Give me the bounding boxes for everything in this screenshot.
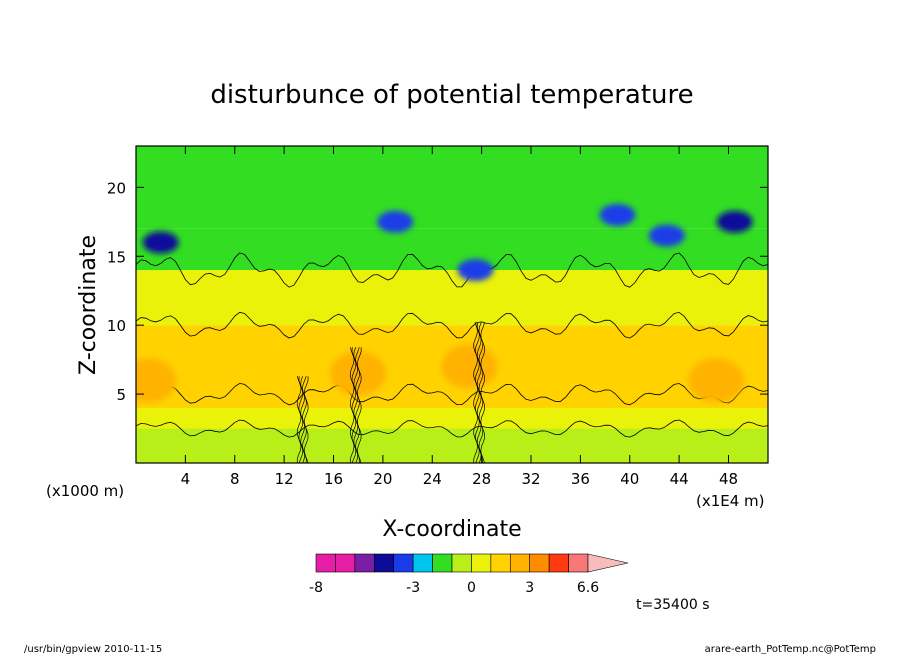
y-tick-label: 20 [107,179,126,197]
footer-left: /usr/bin/gpview 2010-11-15 [24,644,162,654]
contour-upper [136,311,768,463]
plot-area [136,146,768,463]
colorbar-swatch [432,553,453,573]
contour-low [136,419,768,463]
chart-title: disturbunce of potential temperature [210,80,693,110]
field-layer-3 [136,270,768,326]
x-tick-label: 4 [181,470,191,488]
x-tick-label: 24 [423,470,442,488]
warm-core-2 [688,358,745,403]
x-unit-left: (x1000 m) [46,482,124,500]
warm-core-0 [441,344,498,389]
cold-core-0 [142,231,179,254]
x-tick-label: 12 [275,470,294,488]
cold-core-5 [648,224,685,247]
cold-core-1 [377,210,414,233]
y-axis: 5 10 15 20 [107,179,768,404]
x-tick-label: 44 [670,470,689,488]
colorbar-swatch [373,553,395,573]
contour-mid [136,382,768,463]
colorbar-extension [587,553,629,573]
x-tick-label: 36 [571,470,590,488]
colorbar-swatch [568,553,589,573]
colorbar-swatch [451,553,472,573]
warm-core-1 [330,351,387,396]
colorbar-swatch [393,553,414,573]
cold-core-3 [599,203,636,226]
field-layer-5 [136,146,768,229]
convective-tower-2 [473,322,485,463]
convective-tower-0 [296,376,309,463]
x-tick-label: 28 [472,470,491,488]
y-tick-label: 15 [107,248,126,266]
colorbar-swatch [354,553,375,573]
cold-core-4 [716,210,753,233]
x-axis-title: X-coordinate [382,517,521,542]
x-axis: 4 8 12 16 20 24 28 32 36 40 44 48 [181,146,738,488]
colorbar-swatch [412,553,433,573]
colorbar-label: 3 [525,580,534,596]
colorbar-label: 6.6 [577,580,599,596]
cold-core-2 [457,259,494,282]
x-tick-label: 8 [230,470,240,488]
colorbar-label: -8 [309,580,323,596]
colorbar-label: -3 [406,580,420,596]
footer-right: arare-earth_PotTemp.nc@PotTemp [705,644,876,654]
colorbar-swatch [335,553,356,573]
colorbar-label: 0 [467,580,476,596]
x-tick-label: 16 [324,470,343,488]
x-tick-label: 48 [719,470,738,488]
convective-tower-1 [349,347,362,463]
colorbar-swatch [548,553,569,573]
colorbar-swatch [529,553,550,573]
contour-tropopause [136,252,768,463]
y-tick-label: 10 [107,317,126,335]
colorbar-swatch [315,553,336,573]
warm-core-3 [136,358,177,403]
x-unit-right: (x1E4 m) [696,492,765,510]
y-axis-title: Z-coordinate [76,235,101,375]
x-tick-label: 32 [521,470,540,488]
time-label: t=35400 s [636,597,710,613]
x-tick-label: 20 [373,470,392,488]
x-tick-label: 40 [620,470,639,488]
field-cores [136,203,753,403]
y-tick-label: 5 [116,386,126,404]
plot-frame [135,145,769,464]
colorbar-swatch [490,553,511,573]
colorbar-swatch [471,553,492,573]
colorbar-swatch [509,553,531,573]
colorbar: -8 -3 0 3 6.6 [309,553,629,596]
